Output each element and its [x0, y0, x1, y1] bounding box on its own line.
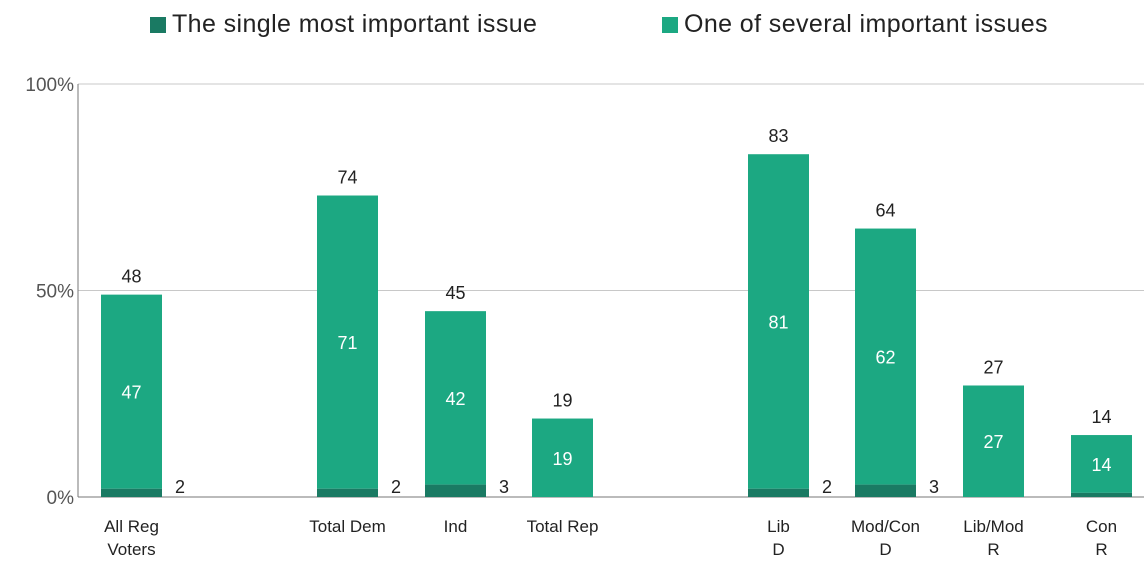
data-label-total: 48 — [121, 267, 141, 287]
x-tick-label: Total Rep — [527, 517, 599, 536]
x-tick-label: Voters — [107, 540, 155, 559]
data-label-single: 2 — [175, 477, 185, 497]
data-label-several: 14 — [1091, 455, 1111, 475]
data-label-single: 3 — [499, 477, 509, 497]
legend-swatch-single — [150, 16, 166, 33]
x-tick-label: D — [772, 540, 784, 559]
bar-single — [855, 484, 916, 497]
y-tick-label: 50% — [36, 282, 74, 303]
x-tick-label: Lib — [767, 517, 790, 536]
bar-several — [101, 294, 162, 489]
y-tick-label: 0% — [47, 488, 75, 509]
bar-single — [425, 484, 486, 497]
data-label-several: 62 — [875, 348, 895, 368]
bar-several — [1071, 435, 1132, 493]
bar-several — [532, 418, 593, 497]
data-label-total: 14 — [1091, 407, 1111, 427]
data-label-total: 74 — [337, 168, 357, 188]
x-tick-label: All Reg — [104, 517, 159, 536]
legend-item-single: The single most important issue — [150, 10, 537, 39]
data-label-several: 47 — [121, 383, 141, 403]
bar-several — [748, 154, 809, 489]
bar-several — [425, 311, 486, 485]
data-label-several: 81 — [768, 312, 788, 332]
legend-label-several: One of several important issues — [684, 10, 1048, 38]
data-label-total: 83 — [768, 126, 788, 146]
legend: The single most important issue One of s… — [0, 6, 1144, 42]
bar-single — [317, 488, 378, 497]
data-label-total: 27 — [983, 357, 1003, 377]
legend-swatch-several — [662, 16, 678, 33]
bar-several — [963, 385, 1024, 497]
data-label-total: 45 — [445, 283, 465, 303]
data-label-total: 19 — [552, 391, 572, 411]
data-label-several: 27 — [983, 432, 1003, 452]
data-label-single: 3 — [929, 477, 939, 497]
x-tick-label: R — [1095, 540, 1107, 559]
x-tick-label: D — [879, 540, 891, 559]
data-label-single: 2 — [391, 477, 401, 497]
data-label-total: 64 — [875, 201, 895, 221]
data-label-several: 42 — [445, 389, 465, 409]
bar-several — [317, 195, 378, 489]
data-label-single: 2 — [822, 477, 832, 497]
data-label-several: 71 — [337, 333, 357, 353]
bar-single — [748, 488, 809, 497]
x-tick-label: Mod/Con — [851, 517, 920, 536]
legend-label-single: The single most important issue — [172, 10, 538, 38]
bar-several — [855, 228, 916, 485]
data-label-several: 19 — [552, 449, 572, 469]
x-tick-label: Total Dem — [309, 517, 386, 536]
y-tick-label: 100% — [25, 75, 74, 96]
x-tick-label: R — [987, 540, 999, 559]
legend-item-several: One of several important issues — [662, 10, 1048, 39]
x-tick-label: Con — [1086, 517, 1117, 536]
bar-single — [101, 488, 162, 497]
bar-single — [1071, 492, 1132, 497]
x-tick-label: Ind — [444, 517, 468, 536]
x-tick-label: Lib/Mod — [963, 517, 1023, 536]
